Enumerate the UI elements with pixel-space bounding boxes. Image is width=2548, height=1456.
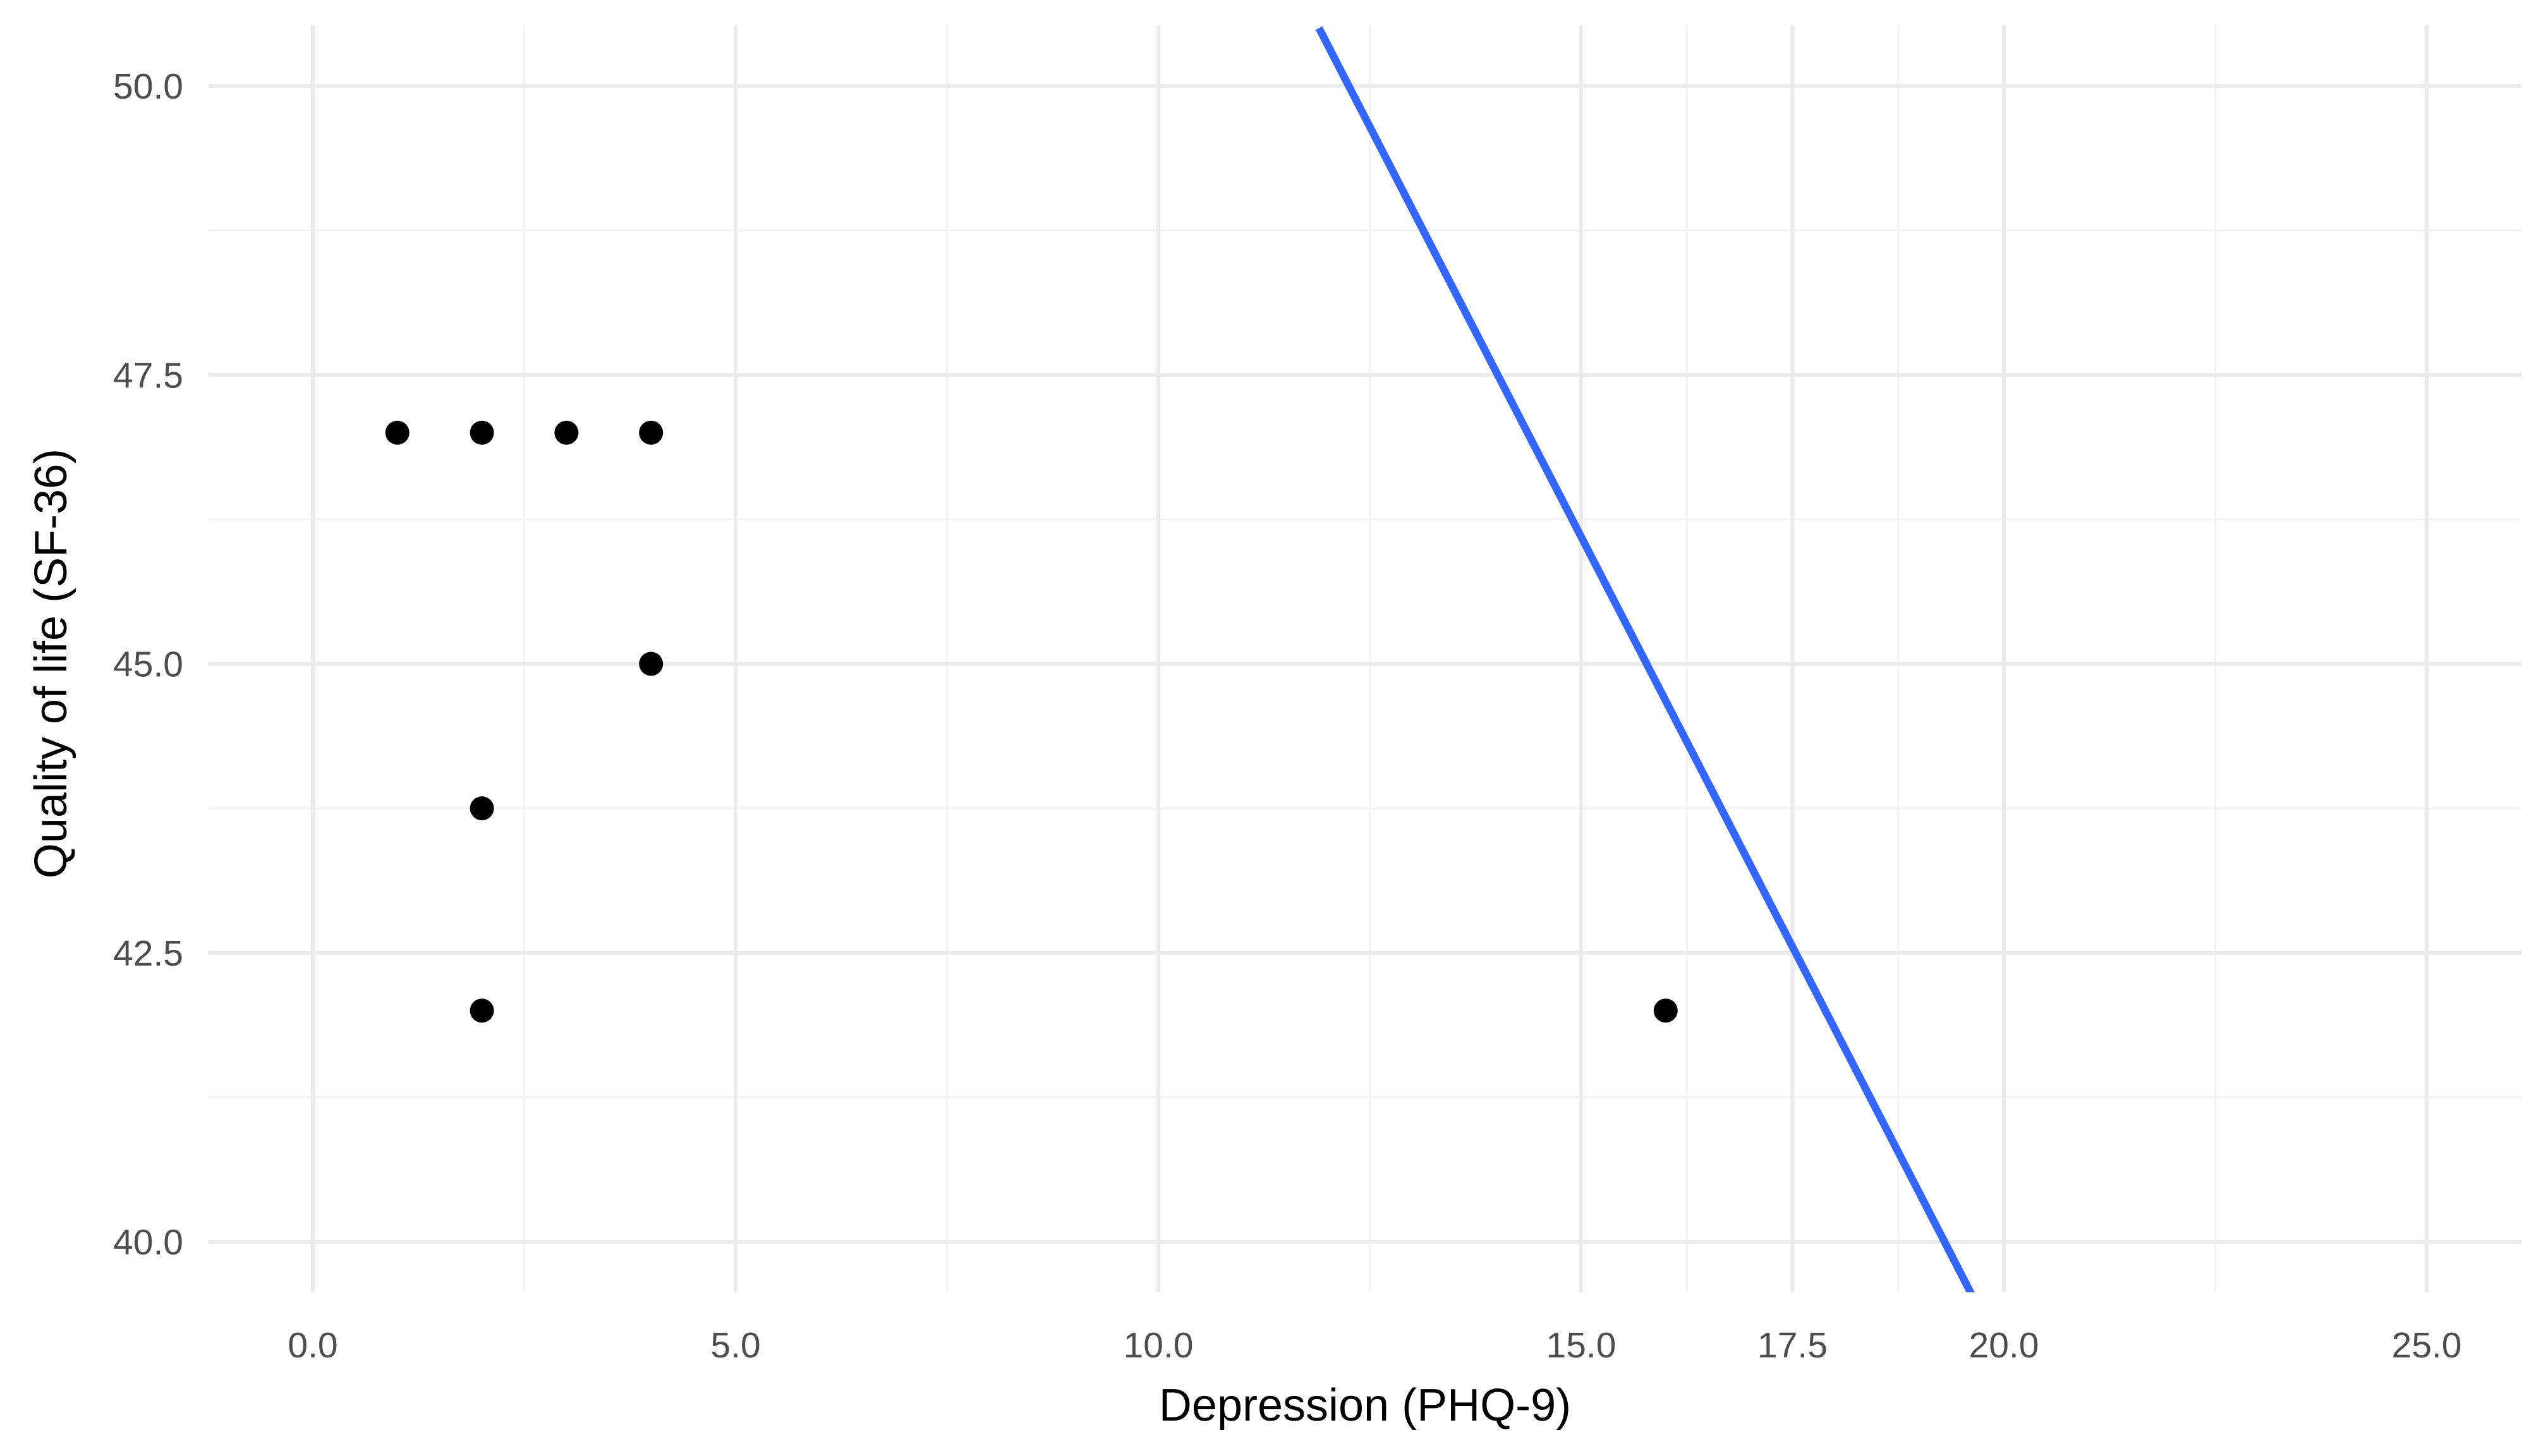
data-point — [639, 652, 664, 676]
x-tick-label: 20.0 — [1969, 1325, 2039, 1366]
data-point — [554, 420, 579, 445]
y-tick-label: 45.0 — [113, 645, 183, 685]
y-tick-label: 47.5 — [113, 355, 183, 396]
y-axis-title: Quality of life (SF-36) — [26, 449, 76, 878]
x-axis-tick-labels: 0.0 5.0 10.0 15.0 17.5 20.0 25.0 — [288, 1325, 2461, 1366]
data-point — [1653, 998, 1678, 1023]
x-axis-title: Depression (PHQ-9) — [1159, 1380, 1571, 1431]
x-tick-label: 0.0 — [288, 1325, 337, 1366]
y-tick-label: 42.5 — [113, 933, 183, 974]
x-tick-label: 17.5 — [1757, 1325, 1828, 1366]
data-point — [470, 796, 494, 821]
x-tick-label: 25.0 — [2392, 1325, 2462, 1366]
regression-line — [1315, 26, 1975, 1292]
data-point — [385, 420, 410, 445]
x-tick-label: 15.0 — [1546, 1325, 1617, 1366]
fit-line-layer — [1315, 26, 1975, 1292]
y-tick-label: 40.0 — [113, 1222, 183, 1263]
data-point — [470, 998, 494, 1023]
data-point — [470, 420, 494, 445]
y-axis-tick-labels: 40.0 42.5 45.0 47.5 50.0 — [113, 66, 183, 1263]
x-tick-label: 10.0 — [1124, 1325, 1194, 1366]
y-tick-label: 50.0 — [113, 66, 183, 107]
data-point — [639, 420, 664, 445]
points-layer — [385, 420, 1678, 1023]
minor-gridlines — [209, 25, 2521, 1292]
major-gridlines — [209, 25, 2521, 1292]
x-tick-label: 5.0 — [710, 1325, 760, 1366]
